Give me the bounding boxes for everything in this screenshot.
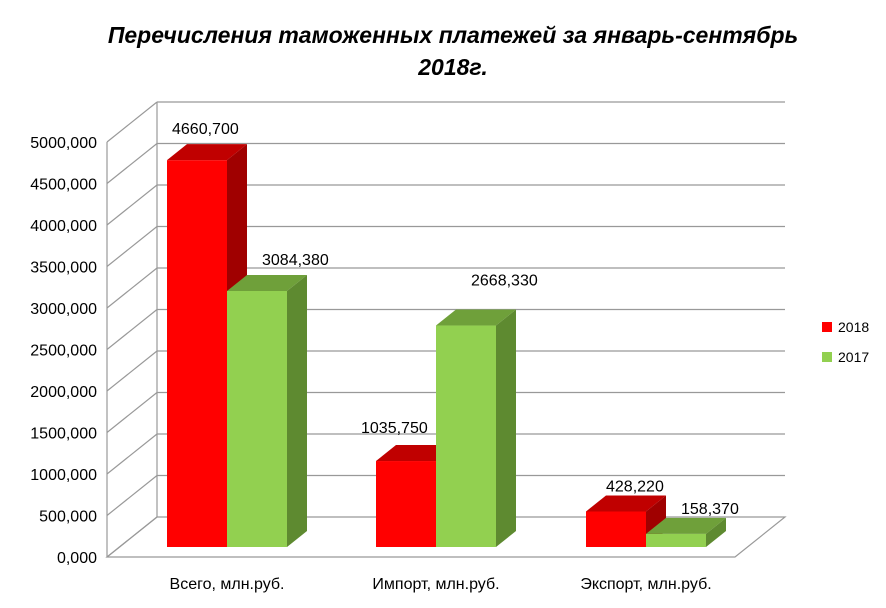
legend-swatch-2018: [822, 322, 832, 332]
y-tick-label: 2000,000: [30, 384, 97, 401]
x-category-label: Всего, млн.руб.: [170, 576, 285, 593]
y-tick-label: 4000,000: [30, 218, 97, 235]
bar-2017-top: [646, 517, 726, 534]
bar-2017-top: [436, 309, 516, 326]
gridline-side: [106, 267, 158, 309]
y-tick-label: 500,000: [39, 509, 97, 526]
legend-swatch-2017: [822, 352, 832, 362]
chart-title-line2: 2018г.: [418, 54, 488, 80]
data-label: 1035,750: [361, 420, 428, 437]
gridline-side: [106, 226, 158, 267]
y-tick-label: 3000,000: [30, 301, 97, 318]
data-label: 4660,700: [172, 121, 239, 138]
chart-title-line1: Перечисления таможенных платежей за янва…: [107, 22, 799, 48]
bar-2018-front: [586, 511, 646, 547]
x-category-label: Экспорт, млн.руб.: [580, 576, 711, 593]
gridline-side: [106, 433, 158, 475]
bar-2018-top: [167, 144, 247, 161]
bar-2017-front: [436, 325, 496, 547]
bar-2017-top: [227, 274, 307, 291]
gridline-side: [106, 516, 158, 558]
y-tick-label: 4500,000: [30, 177, 97, 194]
bar-2018-front: [376, 461, 436, 547]
gridline-side: [106, 101, 158, 143]
bar-2017-side: [496, 309, 516, 547]
gridline-side: [106, 184, 158, 226]
bar-2018-top: [586, 495, 666, 512]
gridline-side: [106, 392, 158, 433]
bar-2017-front: [227, 290, 287, 547]
data-label: 2668,330: [471, 273, 538, 290]
legend-label-2017: 2017: [838, 349, 869, 365]
y-tick-label: 2500,000: [30, 343, 97, 360]
legend-label-2018: 2018: [838, 319, 869, 335]
data-label: 158,370: [681, 501, 739, 518]
bar-2017-front: [646, 533, 706, 547]
gridline-side: [106, 475, 158, 516]
bar-2017-side: [706, 517, 726, 547]
bar-2017-side: [287, 274, 307, 547]
y-tick-label: 1500,000: [30, 426, 97, 443]
data-label: 3084,380: [262, 252, 329, 269]
y-tick-label: 3500,000: [30, 260, 97, 277]
y-tick-label: 1000,000: [30, 467, 97, 484]
y-tick-label: 5000,000: [30, 135, 97, 152]
y-tick-label: 0,000: [57, 550, 97, 567]
data-label: 428,220: [606, 478, 664, 495]
gridline-side: [106, 350, 158, 392]
x-category-label: Импорт, млн.руб.: [372, 576, 499, 593]
gridline-side: [106, 143, 158, 184]
bar-2018-front: [167, 160, 227, 547]
gridline-side: [106, 309, 158, 350]
